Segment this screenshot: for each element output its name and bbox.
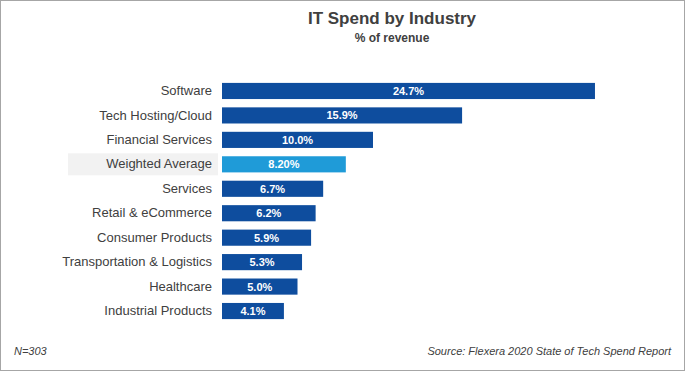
bar bbox=[222, 279, 298, 295]
tick: Industrial Products bbox=[104, 303, 222, 318]
data-label: 6.7% bbox=[260, 183, 285, 195]
data-label: 4.1% bbox=[240, 305, 265, 317]
bar bbox=[222, 181, 323, 197]
data-label: 6.2% bbox=[256, 207, 281, 219]
tick: Retail & eCommerce bbox=[92, 205, 222, 220]
tick: Financial Services bbox=[107, 132, 223, 147]
bar bbox=[222, 303, 284, 319]
tick: Healthcare bbox=[149, 279, 222, 294]
category-axis: Software Tech Hosting/Cloud Financial Serv… bbox=[62, 83, 222, 318]
bar bbox=[222, 107, 462, 123]
bar bbox=[222, 254, 302, 270]
bar bbox=[222, 132, 373, 148]
data-label: 24.7% bbox=[393, 85, 424, 97]
category-label: Consumer Products bbox=[97, 230, 212, 245]
note: N=303 bbox=[14, 345, 48, 357]
label-highlight bbox=[68, 153, 218, 175]
category-label: Industrial Products bbox=[104, 303, 212, 318]
tick: Software bbox=[161, 83, 222, 98]
category-label: Healthcare bbox=[149, 279, 212, 294]
data-label: 5.9% bbox=[254, 232, 279, 244]
frame bbox=[1, 1, 685, 371]
tick: Weighted Average bbox=[106, 156, 222, 171]
tick: Consumer Products bbox=[97, 230, 222, 245]
bar bbox=[222, 156, 346, 172]
category-label: Software bbox=[161, 83, 212, 98]
bar bbox=[222, 205, 316, 221]
category-label: Weighted Average bbox=[106, 156, 212, 171]
category-label: Financial Services bbox=[107, 132, 213, 147]
tick: Transportation & Logistics bbox=[62, 254, 222, 269]
data-label: 8.20% bbox=[268, 158, 299, 170]
chart: IT Spend by Industry % of revenue Software… bbox=[0, 0, 685, 371]
category-label: Retail & eCommerce bbox=[92, 205, 212, 220]
label-highlights bbox=[68, 153, 218, 175]
data-label: 5.3% bbox=[249, 256, 274, 268]
title: IT Spend by Industry bbox=[308, 9, 477, 28]
source: Source: Flexera 2020 State of Tech Spend… bbox=[427, 345, 672, 357]
subtitle: % of revenue bbox=[355, 31, 430, 45]
data-label: 15.9% bbox=[326, 109, 357, 121]
bar bbox=[222, 230, 311, 246]
tick: Tech Hosting/Cloud bbox=[99, 108, 222, 123]
data-labels: 24.7% 15.9% 10.0% 8.20% 6.7% 6.2% 5.9% 5.3% 5.0%… bbox=[240, 85, 424, 317]
bar bbox=[222, 83, 595, 99]
category-label: Services bbox=[162, 181, 212, 196]
category-label: Tech Hosting/Cloud bbox=[99, 108, 212, 123]
data-label: 10.0% bbox=[282, 134, 313, 146]
tick: Services bbox=[162, 181, 222, 196]
bars bbox=[222, 83, 595, 319]
category-label: Transportation & Logistics bbox=[62, 254, 212, 269]
data-label: 5.0% bbox=[247, 281, 272, 293]
